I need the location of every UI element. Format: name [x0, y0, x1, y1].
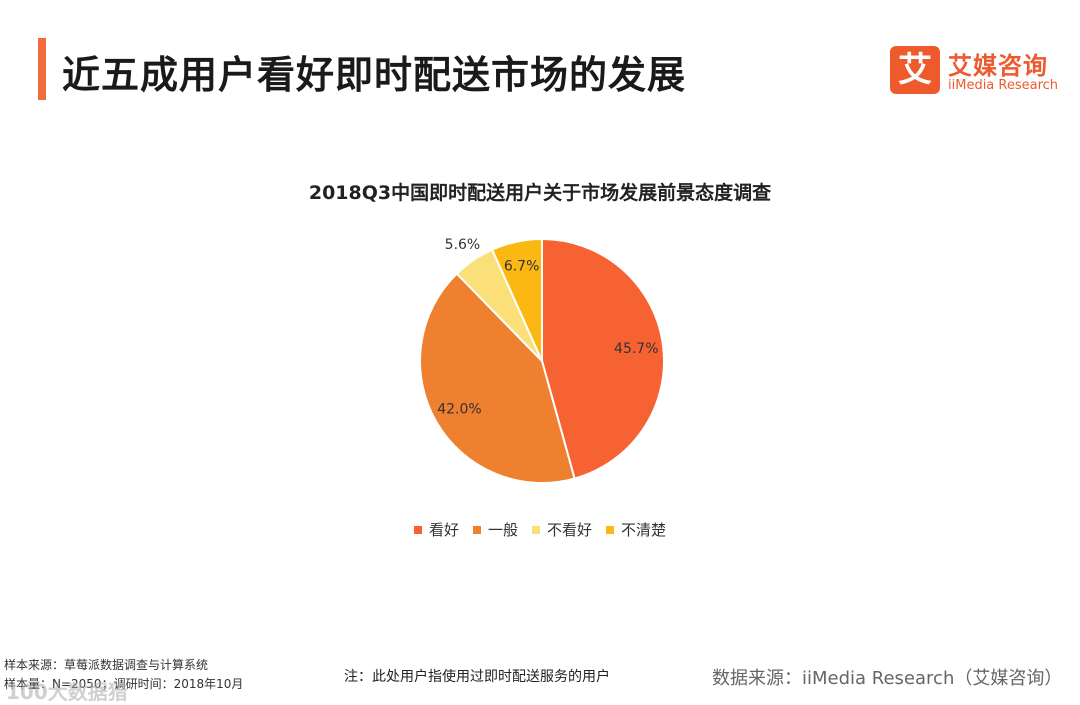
- legend-item: 看好: [413, 519, 459, 540]
- slice-value-label: 5.6%: [445, 237, 481, 253]
- slice-value-label: 45.7%: [614, 341, 658, 357]
- pie-slice: [419, 272, 576, 484]
- data-source: 数据来源：iiMedia Research（艾媒咨询）: [712, 668, 1063, 689]
- legend-label: 不看好: [547, 521, 593, 539]
- slice-value-label: 42.0%: [437, 401, 481, 417]
- slice-value-label: 6.7%: [504, 259, 540, 275]
- sample-size: 样本量：N=2050；调研时间：2018年10月: [4, 677, 244, 691]
- page-title: 近五成用户看好即时配送市场的发展: [62, 53, 687, 97]
- title-accent-bar: [38, 38, 46, 100]
- legend-swatch: [606, 525, 615, 534]
- chart-title: 2018Q3中国即时配送用户关于市场发展前景态度调查: [308, 182, 772, 204]
- legend-item: 一般: [472, 519, 518, 540]
- sample-source: 样本来源：草莓派数据调查与计算系统: [4, 658, 209, 672]
- legend-label: 不清楚: [621, 521, 667, 539]
- chart-legend: 看好 一般 不看好 不清楚: [0, 519, 1080, 540]
- legend-label: 一般: [487, 521, 518, 539]
- logo-subtitle: iiMedia Research: [948, 78, 1059, 93]
- footer-note: 注：此处用户指使用过即时配送服务的用户: [344, 669, 610, 685]
- pie-slice: [490, 237, 543, 362]
- brand-logo: 艾 艾媒咨询 iiMedia Research: [890, 46, 1070, 100]
- pie-slice: [541, 237, 665, 480]
- legend-item: 不清楚: [606, 519, 666, 540]
- legend-item: 不看好: [532, 519, 592, 540]
- legend-swatch: [413, 525, 422, 534]
- logo-name: 艾媒咨询: [948, 52, 1048, 80]
- footer-sample-info: 样本来源：草莓派数据调查与计算系统 样本量：N=2050；调研时间：2018年1…: [4, 656, 243, 694]
- legend-swatch: [472, 525, 481, 534]
- legend-label: 看好: [428, 521, 459, 539]
- watermark: 100大数据猎: [6, 680, 128, 704]
- logo-mark-icon: 艾: [890, 46, 940, 94]
- legend-swatch: [532, 525, 540, 534]
